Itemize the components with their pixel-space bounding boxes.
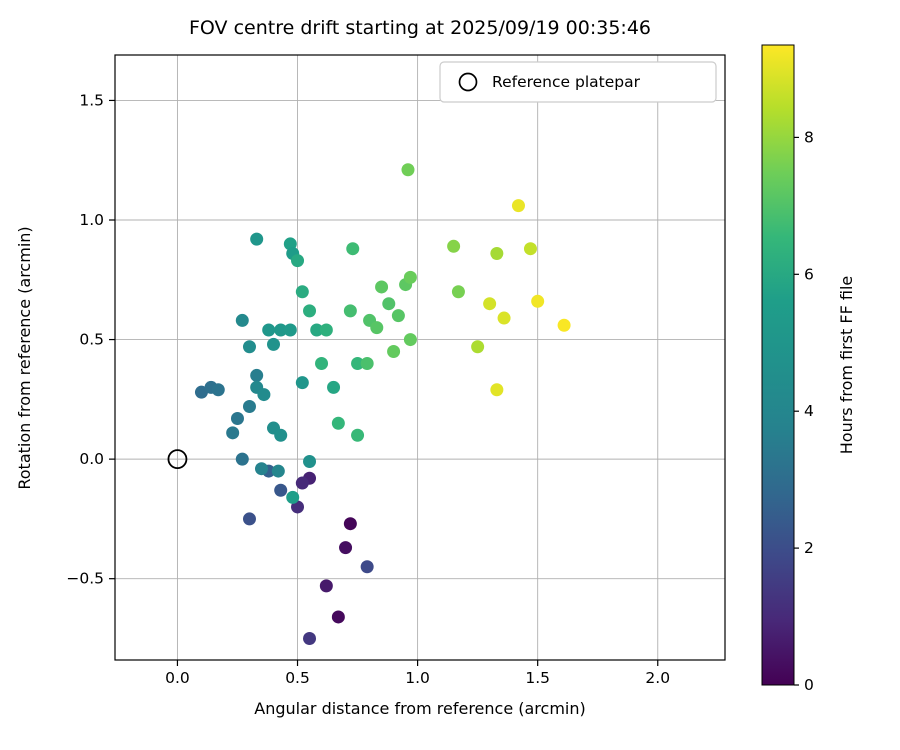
reference-platepar-point — [167, 449, 188, 470]
scatter-point — [331, 416, 345, 430]
scatter-point — [557, 318, 571, 332]
scatter-point — [346, 242, 360, 256]
scatter-point — [490, 383, 504, 397]
scatter-point — [257, 388, 271, 402]
scatter-point — [483, 297, 497, 311]
scatter-point — [286, 490, 300, 504]
scatter-point — [235, 452, 249, 466]
scatter-point — [242, 340, 256, 354]
scatter-point — [267, 337, 281, 351]
y-tick-label: 0.5 — [79, 331, 104, 349]
scatter-point — [254, 462, 268, 476]
scatter-point — [351, 356, 365, 370]
scatter-point — [291, 500, 305, 514]
scatter-point — [360, 560, 374, 574]
scatter-point — [375, 280, 389, 294]
scatter-point — [310, 323, 324, 337]
scatter-point — [274, 323, 288, 337]
colorbar-tick-label: 4 — [804, 402, 814, 420]
scatter-point — [319, 579, 333, 593]
colorbar: 0 2 4 6 8 Hours from first FF file — [761, 44, 856, 694]
scatter-point — [360, 356, 374, 370]
scatter-points — [167, 163, 571, 645]
scatter-point — [271, 464, 285, 478]
scatter-point — [295, 476, 309, 490]
scatter-point — [295, 376, 309, 390]
scatter-point — [274, 483, 288, 497]
scatter-point — [497, 311, 511, 325]
scatter-point — [447, 239, 461, 253]
scatter-point — [303, 304, 317, 318]
scatter-point — [343, 517, 357, 531]
x-axis-label: Angular distance from reference (arcmin) — [254, 699, 585, 718]
scatter-point — [250, 232, 264, 246]
scatter-point — [403, 270, 417, 284]
scatter-point — [471, 340, 485, 354]
scatter-point — [391, 309, 405, 323]
scatter-point — [242, 512, 256, 526]
scatter-point — [194, 385, 208, 399]
y-tick-label: 1.0 — [79, 211, 104, 229]
scatter-point — [295, 285, 309, 299]
scatter-point — [331, 610, 345, 624]
y-tick-label: 0.0 — [79, 450, 104, 468]
y-tick-label: 1.5 — [79, 91, 104, 109]
scatter-point — [230, 411, 244, 425]
x-tick-label: 2.0 — [645, 669, 670, 687]
scatter-point — [242, 400, 256, 414]
scatter-point — [382, 297, 396, 311]
scatter-point — [531, 294, 545, 308]
axis-ticks: 0.0 0.5 1.0 1.5 2.0 −0.5 0.0 0.5 1.0 1.5 — [66, 91, 670, 687]
scatter-point — [235, 313, 249, 327]
scatter-point — [319, 323, 333, 337]
scatter-point — [262, 323, 276, 337]
grid-lines — [115, 55, 725, 660]
scatter-point — [291, 254, 305, 268]
x-tick-label: 0.5 — [285, 669, 310, 687]
scatter-point — [351, 428, 365, 442]
axes-frame — [114, 54, 726, 661]
reference-platepar-marker-icon — [458, 72, 478, 92]
colorbar-label: Hours from first FF file — [837, 276, 856, 455]
scatter-point — [403, 333, 417, 347]
colorbar-tick-label: 8 — [804, 128, 814, 146]
scatter-point — [303, 455, 317, 469]
scatter-point — [343, 304, 357, 318]
scatter-point — [226, 426, 240, 440]
scatter-point — [274, 428, 288, 442]
scatter-point — [523, 242, 537, 256]
colorbar-gradient — [761, 44, 795, 686]
scatter-point — [250, 368, 264, 382]
x-tick-label: 0.0 — [165, 669, 190, 687]
colorbar-tick-label: 0 — [804, 676, 814, 694]
scatter-point — [283, 323, 297, 337]
colorbar-tick-label: 6 — [804, 265, 814, 283]
y-axis-label: Rotation from reference (arcmin) — [15, 226, 34, 489]
scatter-point — [211, 383, 225, 397]
scatter-point — [315, 356, 329, 370]
colorbar-ticks: 0 2 4 6 8 — [794, 128, 814, 694]
y-tick-label: −0.5 — [66, 570, 104, 588]
scatter-point — [370, 321, 384, 335]
scatter-point — [451, 285, 465, 299]
legend-label: Reference platepar — [492, 73, 641, 91]
scatter-point — [339, 541, 353, 555]
legend-box — [439, 61, 717, 103]
scatter-point — [303, 631, 317, 645]
legend: Reference platepar — [439, 61, 717, 103]
scatter-point — [490, 246, 504, 260]
scatter-point — [511, 199, 525, 213]
scatter-point — [401, 163, 415, 177]
chart-title: FOV centre drift starting at 2025/09/19 … — [189, 17, 651, 39]
colorbar-tick-label: 2 — [804, 539, 814, 557]
x-tick-label: 1.5 — [525, 669, 550, 687]
x-tick-label: 1.0 — [405, 669, 430, 687]
scatter-point — [387, 345, 401, 359]
scatter-point — [327, 380, 341, 394]
